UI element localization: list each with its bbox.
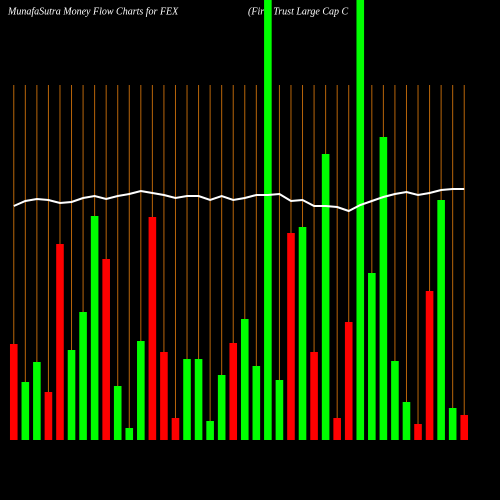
bar — [183, 359, 191, 440]
bar — [425, 291, 434, 440]
bar — [33, 362, 41, 440]
bar — [402, 402, 411, 440]
bar — [391, 361, 399, 440]
bar — [160, 352, 168, 440]
line — [13, 188, 465, 213]
bar — [264, 0, 272, 440]
bar — [113, 386, 122, 440]
bar — [102, 259, 110, 440]
bar — [171, 418, 180, 440]
bar — [217, 375, 226, 440]
bar — [344, 322, 353, 440]
bar — [460, 415, 469, 440]
bar — [44, 392, 53, 440]
bar — [448, 408, 457, 440]
bar — [240, 319, 249, 440]
chart-title: MunafaSutra Money Flow Charts for FEX — [7, 6, 179, 17]
bar — [275, 380, 284, 440]
bar — [90, 216, 99, 440]
bar — [194, 359, 203, 440]
bar — [414, 424, 422, 440]
chart-subtitle: (First Trust Large Cap C — [248, 6, 349, 17]
bar — [437, 200, 445, 440]
bar — [206, 421, 214, 440]
bar — [333, 418, 341, 440]
bar — [56, 244, 64, 440]
bar — [356, 0, 365, 440]
bar — [321, 154, 330, 440]
bar — [298, 227, 307, 440]
bar — [21, 382, 30, 440]
bar — [310, 352, 318, 440]
bar — [125, 428, 134, 440]
bar — [379, 137, 388, 440]
bar — [137, 341, 145, 440]
bar — [229, 343, 238, 440]
marks — [9, 0, 469, 440]
bar — [79, 312, 87, 440]
bar — [368, 273, 376, 440]
bar — [287, 233, 295, 440]
bar — [67, 350, 76, 440]
bar — [252, 366, 261, 440]
bar — [9, 344, 18, 440]
bar — [148, 217, 157, 440]
